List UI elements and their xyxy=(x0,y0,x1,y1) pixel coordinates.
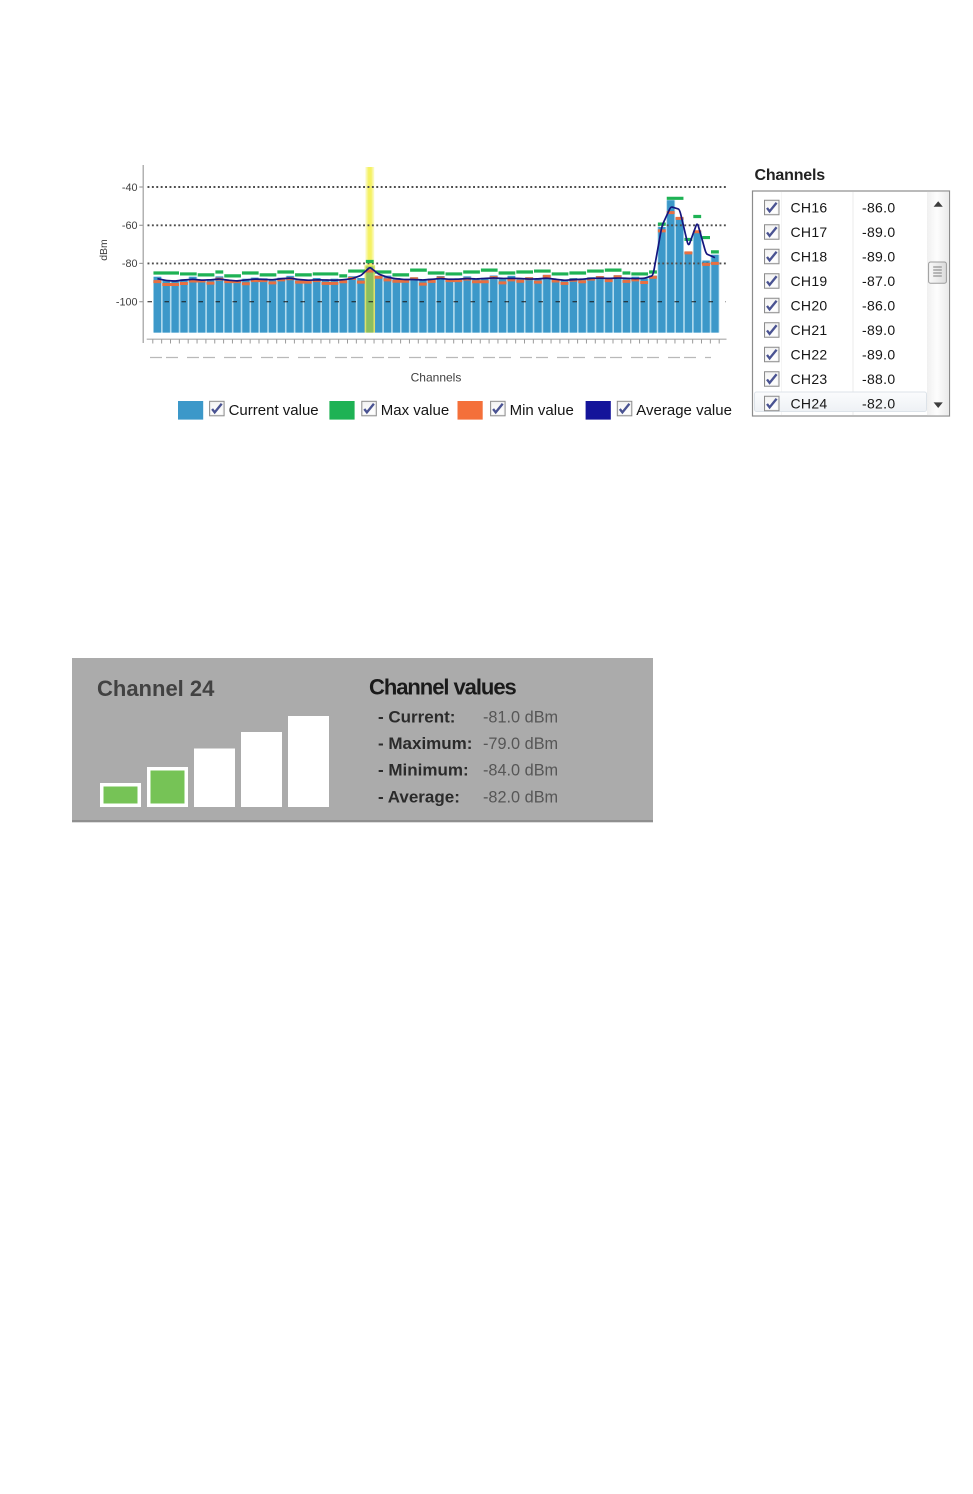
svg-text:CH21: CH21 xyxy=(791,322,828,338)
svg-text:- Average:: - Average: xyxy=(378,787,460,806)
svg-text:Channel 24: Channel 24 xyxy=(97,676,215,701)
svg-text:-86.0: -86.0 xyxy=(862,199,895,215)
svg-text:CH22: CH22 xyxy=(791,346,828,362)
svg-text:CH23: CH23 xyxy=(791,371,828,387)
svg-text:-40: -40 xyxy=(122,182,138,194)
svg-text:-89.0: -89.0 xyxy=(862,322,895,338)
svg-text:CH18: CH18 xyxy=(791,248,828,264)
svg-text:CH19: CH19 xyxy=(791,273,828,289)
svg-text:-82.0: -82.0 xyxy=(862,395,895,411)
svg-text:-100: -100 xyxy=(116,297,138,309)
svg-text:-82.0 dBm: -82.0 dBm xyxy=(483,788,558,806)
svg-text:-86.0: -86.0 xyxy=(862,297,895,313)
svg-text:-60: -60 xyxy=(122,220,138,232)
svg-text:Channels: Channels xyxy=(411,371,462,385)
svg-text:- Maximum:: - Maximum: xyxy=(378,734,472,753)
svg-text:-80: -80 xyxy=(122,258,138,270)
svg-text:dBm: dBm xyxy=(98,239,110,261)
svg-text:Min value: Min value xyxy=(510,402,574,419)
svg-text:-84.0 dBm: -84.0 dBm xyxy=(483,762,558,780)
svg-text:Current value: Current value xyxy=(229,402,319,419)
svg-text:-79.0 dBm: -79.0 dBm xyxy=(483,735,558,753)
svg-text:CH24: CH24 xyxy=(791,395,828,411)
svg-text:-87.0: -87.0 xyxy=(862,273,895,289)
svg-text:-89.0: -89.0 xyxy=(862,346,895,362)
svg-text:-88.0: -88.0 xyxy=(862,371,895,387)
svg-text:- Current:: - Current: xyxy=(378,708,455,727)
svg-text:CH20: CH20 xyxy=(791,297,828,313)
svg-text:CH17: CH17 xyxy=(791,224,828,240)
svg-text:Channels: Channels xyxy=(755,167,826,184)
svg-text:Max value: Max value xyxy=(381,402,449,419)
svg-text:CH16: CH16 xyxy=(791,199,828,215)
svg-text:Average value: Average value xyxy=(636,402,732,419)
svg-text:-81.0 dBm: -81.0 dBm xyxy=(483,709,558,727)
svg-text:Channel values: Channel values xyxy=(369,675,517,700)
svg-text:- Minimum:: - Minimum: xyxy=(378,761,469,780)
svg-text:-89.0: -89.0 xyxy=(862,248,895,264)
svg-text:-89.0: -89.0 xyxy=(862,224,895,240)
